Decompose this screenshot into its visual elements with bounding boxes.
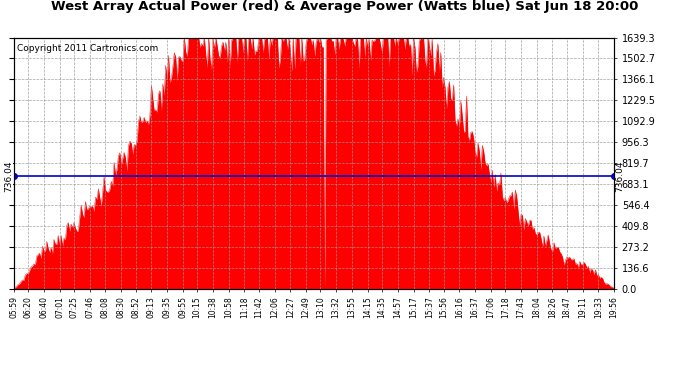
Text: 736.04: 736.04 — [615, 160, 624, 192]
Text: West Array Actual Power (red) & Average Power (Watts blue) Sat Jun 18 20:00: West Array Actual Power (red) & Average … — [51, 0, 639, 13]
Text: Copyright 2011 Cartronics.com: Copyright 2011 Cartronics.com — [17, 44, 158, 53]
Text: 736.04: 736.04 — [4, 160, 13, 192]
